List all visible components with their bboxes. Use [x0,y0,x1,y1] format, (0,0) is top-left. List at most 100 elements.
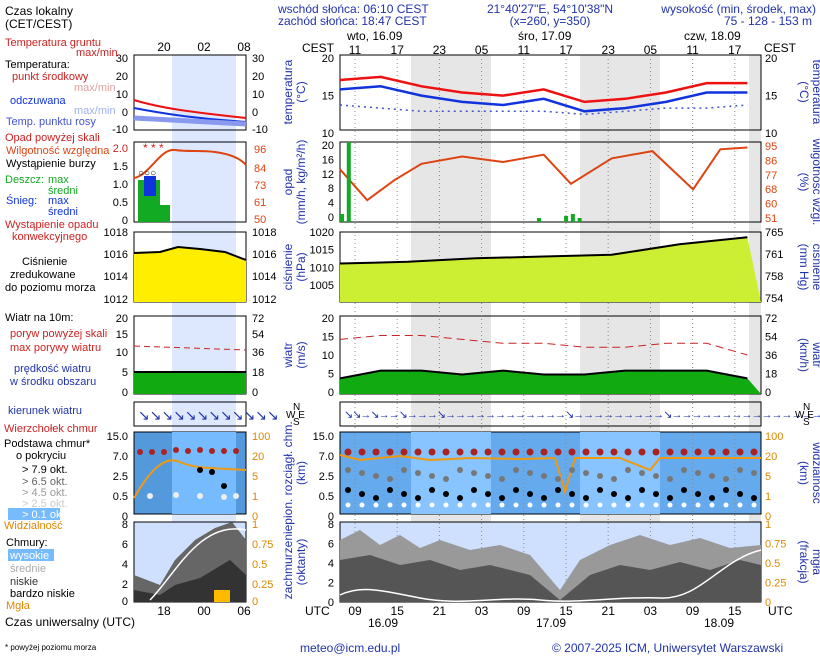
night-band [172,55,236,602]
cloud-base-dot [681,467,687,473]
cloud-top-dot [722,448,730,456]
legend-wind-speed-1: prędkość wiatru [14,363,91,375]
mini-tick: 10 [252,89,264,101]
mini-tick: -10 [252,124,268,136]
legend-high: wysokie [9,550,49,562]
cloud-base-dot [569,467,575,473]
cloud-base-dot [401,467,407,473]
wind-fill [340,370,761,394]
cloud-low-dot [541,502,547,508]
night-band-2 [580,55,660,602]
mini-utc-tick: 18 [157,604,171,618]
top-axis: CEST CEST wto, 16.09 śro, 17.09 czw, 18.… [302,29,797,57]
utc-hour-tick: 15 [559,604,573,618]
mini-tick-02: 02 [197,40,211,54]
utc-hour-tick: 09 [686,604,700,618]
precip-bar [340,214,344,222]
tick-right-fog: 0.25 [765,578,786,590]
mini-pressure-fill [134,247,246,302]
cloud-base-dot-dark [653,491,659,497]
tick-left-pressure: 1015 [310,245,334,257]
wind-series [339,335,761,394]
fog-line [339,549,762,602]
cloud-base-dot-dark [569,491,575,497]
precip-legend-labels: Opad powyżej skali Wilgotność względna W… [5,132,110,243]
cloud-low-dot [471,502,477,508]
cloud-top-dot [638,448,646,456]
cloud-top-dot [498,448,506,456]
cloud-top-dot [358,448,366,456]
cloud-top-dot [554,448,562,456]
utc-date-1: 16.09 [368,616,398,630]
cloud-base-dot-dark [443,491,449,497]
cloud-base-dot [597,473,603,479]
mini-tick: 50 [254,214,266,226]
legend-okt-25: > 2.5 okt. [22,498,68,510]
mini-tick: 18 [252,367,264,379]
wind-dir-panel [339,401,762,427]
mini-tick: 8 [122,519,128,531]
mini-precip-above-mark: * * * [143,141,164,155]
gust-line [339,335,748,356]
mini-fog-bars [214,590,230,602]
wind-direction-arrows: ↘↘→↘→→↘→→→↘→→→→→→→→→→→→↘→→→→→→→→→↘→→→→→→… [344,409,820,421]
mini-tick: 30 [116,53,128,65]
mini-temp-line [133,99,247,119]
ylabel-cover-unit: (oktanty) [294,539,308,586]
footer-email[interactable]: meteo@icm.edu.pl [300,641,400,655]
temp-line-1 [339,85,748,113]
mini-tick: 5 [252,471,258,483]
mini-cloud-top-dots [137,447,239,455]
cloud-base-dot [639,470,645,476]
compass-left-n: N [293,402,300,413]
tick-right-pressure: 758 [765,271,783,283]
cloud-base-dot-dark [359,491,365,497]
cloud-base-dot-dark [555,487,561,493]
precip-bar [346,142,351,222]
legend-utc-time: Czas uniwersalny (UTC) [5,615,135,629]
ylabel-r-wind-unit: (km/h) [797,338,811,372]
mini-utc-tick: 06 [237,604,251,618]
tick-right-wind: 54 [765,332,777,344]
tz-local-left: CEST [302,41,335,55]
mini-tick: 2 [122,579,128,591]
cloud-low-dot [723,502,729,508]
cloud-low-dot [527,502,533,508]
legend-convective-2: konwekcyjnego [12,231,87,243]
legend-rain-mid: średni [48,185,78,197]
cloud-base-dot-dark [611,491,617,497]
tz-utc-left: UTC [305,604,330,618]
tick-right-pressure: 761 [765,249,783,261]
ylabel-precip-unit: (mm/h, kg/m²/h) [294,140,308,225]
tick-right-pressure: 765 [765,227,783,239]
local-hour-tick: 17 [728,43,742,57]
local-hour-tick: 11 [349,43,362,57]
cloud-base-dot-dark [541,495,547,501]
mini-cover-plot [133,521,247,603]
legend-high-bg [8,549,54,561]
tick-left-precip: 16 [322,154,334,166]
cloud-top-dot [708,448,716,456]
cloud-base-dot [625,467,631,473]
mini-tick: 7.0 [113,451,128,463]
cloud-low-dot [345,502,351,508]
local-hour-tick: 11 [518,43,531,57]
cloud-low-dot [639,502,645,508]
tick-left-temp: 10 [322,128,334,140]
mini-temp-plot [133,54,247,131]
tick-right-humid: 86 [765,155,777,167]
legend-convective-1: Wystąpienie opadu [5,219,98,231]
tick-right-wind: 72 [765,313,777,325]
mini-wind-plot [133,315,247,395]
ylabel-pressure: ciśnienie [281,243,295,290]
tick-left-temp: 15 [322,91,334,103]
tick-left-cloud: 7.0 [319,451,334,463]
temp-series [339,75,748,116]
cloud-low-dot [653,502,659,508]
cloud-night-2 [580,432,660,514]
mini-tick: 0.5 [252,559,267,571]
mini-tick: 0.25 [252,579,273,591]
ylabel-cover: zachmurzenie [281,524,295,599]
mini-wind-fill [134,371,246,394]
mini-tick: 0 [252,511,258,523]
